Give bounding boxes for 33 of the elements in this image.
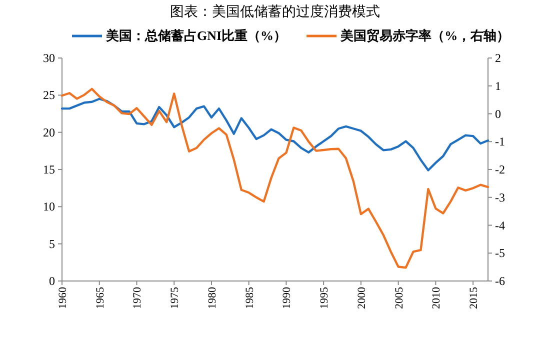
y-tick-label: 0 bbox=[49, 274, 55, 288]
x-tick-label: 1990 bbox=[281, 286, 294, 309]
y2-tick-label: -6 bbox=[495, 274, 505, 288]
x-tick-label: 2000 bbox=[356, 286, 368, 309]
y-tick-label: 5 bbox=[49, 236, 55, 251]
y-tick-label: 10 bbox=[43, 200, 55, 214]
y-tick-label: 30 bbox=[43, 51, 55, 65]
y2-tick-label: -5 bbox=[495, 246, 505, 260]
legend-label: 美国贸易赤字率（%，右轴） bbox=[340, 28, 510, 43]
y2-tick-label: 0 bbox=[495, 106, 501, 121]
y2-tick-label: 2 bbox=[495, 51, 501, 65]
line-series bbox=[60, 98, 490, 172]
x-tick-label: 1965 bbox=[94, 286, 106, 309]
x-tick-label: 2015 bbox=[468, 286, 480, 309]
y-tick-label: 15 bbox=[43, 162, 55, 176]
x-tick-label: 1960 bbox=[57, 286, 69, 309]
line-series bbox=[60, 88, 490, 269]
y2-tick-label: 1 bbox=[495, 78, 501, 93]
y-tick-label: 25 bbox=[43, 88, 55, 102]
x-tick-label: 1980 bbox=[206, 286, 218, 309]
x-tick-label: 1970 bbox=[132, 286, 144, 309]
x-tick-label: 2010 bbox=[430, 286, 443, 309]
chart-title: 图表：美国低储蓄的过度消费模式 bbox=[170, 4, 380, 20]
y2-tick-label: -1 bbox=[495, 134, 505, 149]
y2-tick-label: -3 bbox=[495, 190, 505, 204]
x-tick-label: 1975 bbox=[169, 286, 182, 309]
legend-label: 美国：总储蓄占GNI比重（%） bbox=[105, 28, 287, 43]
y-tick-label: 20 bbox=[43, 125, 55, 140]
x-tick-label: 1995 bbox=[318, 286, 331, 309]
x-tick-label: 1985 bbox=[244, 286, 256, 309]
y2-tick-label: -2 bbox=[495, 162, 505, 176]
x-tick-label: 2005 bbox=[393, 286, 406, 309]
y2-tick-label: -4 bbox=[495, 218, 505, 232]
